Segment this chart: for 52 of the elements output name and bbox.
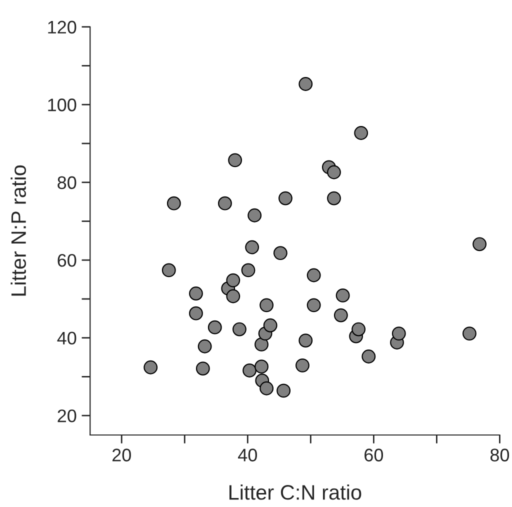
point	[472, 237, 487, 252]
y-tick-label: 100	[48, 98, 76, 112]
y-tick-label: 80	[58, 176, 76, 190]
point	[218, 196, 232, 210]
point	[226, 289, 240, 304]
point	[198, 339, 212, 354]
point	[276, 384, 291, 398]
point	[327, 165, 341, 180]
point	[241, 263, 256, 278]
point	[260, 298, 274, 312]
x-tick-label: 80	[490, 448, 510, 462]
x-tick-label: 40	[238, 448, 257, 462]
point	[144, 360, 158, 374]
point	[352, 322, 366, 336]
point	[189, 306, 203, 320]
point	[354, 126, 368, 140]
y-tick-label: 40	[57, 332, 76, 345]
point	[166, 196, 181, 210]
point	[392, 326, 406, 341]
point	[208, 320, 222, 334]
point	[306, 268, 321, 282]
point	[254, 337, 268, 352]
point	[334, 308, 348, 322]
point	[189, 286, 203, 300]
point	[254, 360, 268, 374]
point	[462, 326, 476, 341]
y-axis-title: Litter N:P ratio	[10, 165, 26, 296]
x-axis-title: Litter C:N ratio	[229, 484, 362, 500]
y-tick-label: 120	[48, 20, 76, 34]
point	[273, 246, 288, 260]
point	[260, 381, 274, 396]
point	[248, 208, 262, 222]
point	[306, 298, 321, 312]
point	[226, 273, 240, 288]
point	[296, 358, 310, 372]
point	[298, 77, 313, 91]
point	[327, 191, 341, 206]
x-tick-label: 60	[364, 448, 384, 462]
point	[232, 322, 246, 336]
point	[263, 318, 278, 332]
y-tick-label: 20	[58, 410, 76, 422]
point	[362, 350, 376, 364]
point	[278, 191, 292, 206]
x-tick-label: 20	[112, 448, 131, 462]
point	[298, 334, 313, 348]
point	[242, 364, 256, 378]
y-tick-label: 60	[58, 254, 76, 267]
point	[228, 153, 242, 168]
point	[196, 362, 210, 376]
point	[336, 288, 350, 302]
point	[162, 263, 176, 278]
point	[245, 240, 260, 254]
